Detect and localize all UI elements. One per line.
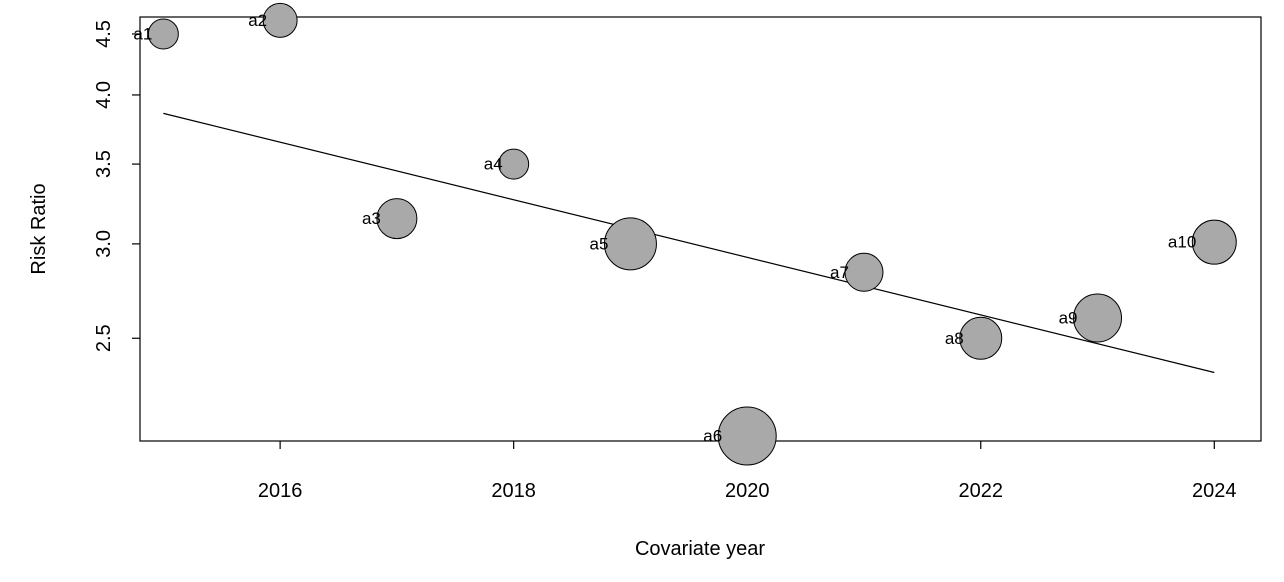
point-label: a8 xyxy=(945,329,964,348)
x-tick-label: 2016 xyxy=(258,480,303,502)
point-label: a6 xyxy=(703,426,722,445)
point-label: a4 xyxy=(484,155,503,174)
data-point xyxy=(603,217,657,271)
point-label: a9 xyxy=(1059,308,1078,327)
data-point xyxy=(1073,293,1123,343)
data-point xyxy=(717,406,777,466)
y-tick-label: 3.0 xyxy=(93,230,115,258)
point-label: a2 xyxy=(248,11,267,30)
point-label: a5 xyxy=(590,234,609,253)
data-point xyxy=(262,2,298,38)
y-tick-label: 4.5 xyxy=(93,20,115,48)
x-axis-title: Covariate year xyxy=(635,538,765,560)
x-tick-label: 2018 xyxy=(491,480,536,502)
y-axis-title: Risk Ratio xyxy=(28,183,50,274)
point-label: a1 xyxy=(133,24,152,43)
x-axis: 2016 2018 2020 2022 2024 xyxy=(258,441,1237,502)
regression-line-layer xyxy=(163,112,1215,374)
x-tick-label: 2020 xyxy=(725,480,770,502)
point-label: a10 xyxy=(1168,233,1196,252)
x-tick-label: 2024 xyxy=(1192,480,1237,502)
data-point xyxy=(376,198,418,240)
y-tick-label: 4.0 xyxy=(93,81,115,109)
y-tick-label: 2.5 xyxy=(93,324,115,352)
y-axis: 2.5 3.0 3.5 4.0 4.5 xyxy=(93,20,140,352)
data-point xyxy=(498,148,530,180)
data-point xyxy=(959,316,1003,360)
y-tick-label: 3.5 xyxy=(93,150,115,178)
plot-frame xyxy=(139,16,1262,442)
point-label: a3 xyxy=(362,209,381,228)
points-layer: a1 a2 a3 a4 a5 a6 a7 a8 a9 a10 xyxy=(133,2,1237,466)
data-point xyxy=(147,18,179,50)
data-point xyxy=(844,252,884,292)
regression-line xyxy=(163,112,1215,374)
x-tick-label: 2022 xyxy=(959,480,1004,502)
data-point xyxy=(1191,219,1237,265)
point-label: a7 xyxy=(830,263,849,282)
